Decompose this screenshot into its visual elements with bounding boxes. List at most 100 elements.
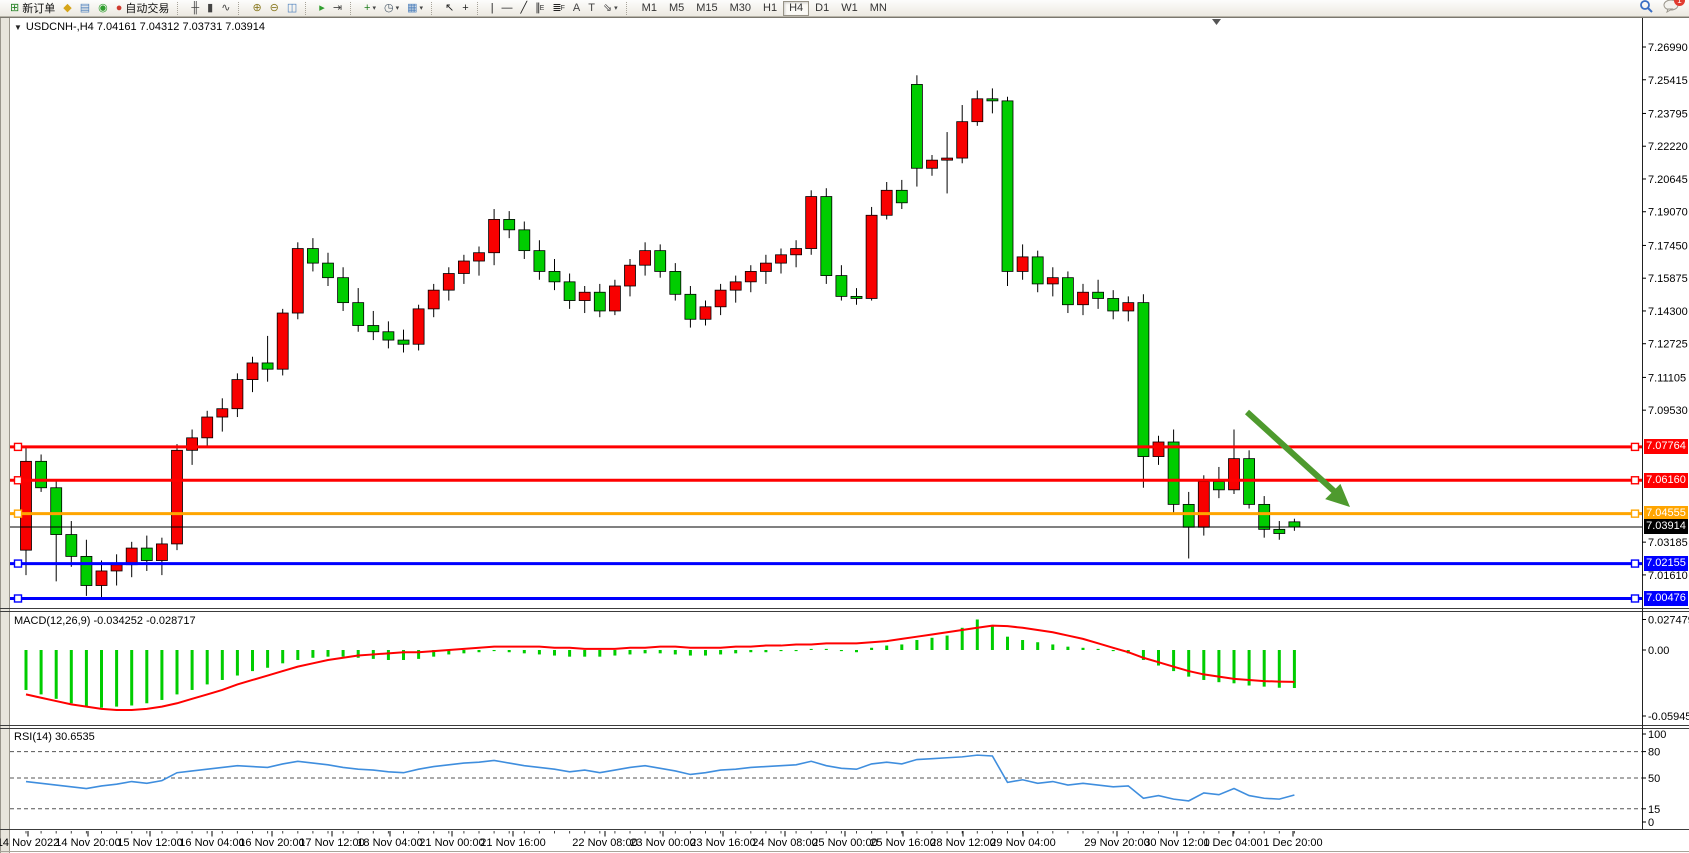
macd-histogram-bar: [583, 650, 587, 657]
candlestick: [1197, 481, 1210, 528]
line-chart-icon: ∿: [221, 1, 231, 14]
candlestick: [941, 157, 953, 161]
vertical-line-button[interactable]: |: [487, 1, 498, 16]
horizontal-line-button[interactable]: —: [498, 1, 517, 16]
line-handle[interactable]: [1630, 442, 1640, 452]
candlestick: [382, 331, 395, 341]
candlestick: [488, 219, 501, 254]
line-handle[interactable]: [13, 476, 23, 485]
timeframe-h4-button[interactable]: H4: [783, 0, 810, 16]
autotrading-button[interactable]: ● 自动交易: [112, 1, 174, 16]
candlestick: [1258, 503, 1271, 530]
macd-histogram-bar: [54, 650, 58, 699]
macd-histogram-bar: [628, 650, 632, 655]
zoom-in-button[interactable]: ⊕: [248, 1, 265, 16]
chart-shift-marker[interactable]: [1212, 19, 1221, 25]
macd-histogram-bar: [975, 619, 979, 650]
arrow-annotation-head[interactable]: [1325, 483, 1350, 507]
fibonacci-button[interactable]: ≣ F: [548, 1, 569, 16]
candlestick: [306, 248, 319, 264]
auto-scroll-icon: ▸: [319, 1, 325, 14]
candlestick: [1077, 291, 1089, 306]
line-handle[interactable]: [13, 509, 23, 518]
timeframe-m5-button[interactable]: M5: [663, 1, 690, 16]
candlestick: [971, 98, 984, 123]
candlestick: [1046, 277, 1059, 285]
timeframe-m15-button[interactable]: M15: [690, 1, 723, 16]
timeframe-d1-button[interactable]: D1: [809, 1, 835, 16]
window-left-frame: [0, 17, 10, 853]
text-label-button[interactable]: T: [584, 1, 599, 16]
navigator-button[interactable]: ◉: [94, 1, 112, 16]
line-handle[interactable]: [1630, 476, 1640, 485]
line-handle[interactable]: [1630, 594, 1640, 603]
auto-scroll-button[interactable]: ▸: [315, 1, 329, 16]
line-handle[interactable]: [13, 559, 23, 568]
time-axis-label: 1 Dec 20:00: [1263, 837, 1322, 849]
candlestick: [654, 250, 667, 272]
candlestick: [1167, 441, 1180, 505]
candlestick: [699, 306, 712, 320]
text-button[interactable]: A: [569, 1, 584, 16]
trendline-button[interactable]: ╱: [517, 1, 532, 16]
bar-chart-button[interactable]: ╫: [187, 1, 203, 16]
indicators-button[interactable]: + ▾: [360, 1, 380, 16]
data-window-button[interactable]: ▤: [76, 1, 94, 16]
crosshair-button[interactable]: +: [458, 1, 472, 16]
timeframe-w1-button[interactable]: W1: [835, 1, 864, 16]
chart-shift-button[interactable]: ⇥: [329, 1, 346, 16]
candlestick-chart-button[interactable]: ▮: [203, 1, 217, 16]
candlestick-series: [20, 75, 1301, 598]
candlestick: [171, 449, 183, 545]
macd-histogram-bar: [24, 650, 28, 690]
market-watch-button[interactable]: ◆: [59, 1, 75, 16]
candlestick: [397, 339, 410, 345]
macd-histogram-bar: [477, 650, 481, 653]
candlestick: [880, 189, 893, 216]
arrows-tool-button[interactable]: ⇘ ▾: [599, 1, 622, 16]
axis-tick-label: 15: [1648, 804, 1660, 816]
periods-button[interactable]: ◷ ▾: [380, 1, 403, 16]
horizontal-line-icon: —: [501, 1, 513, 14]
time-axis-label: 1 Dec 04:00: [1203, 837, 1262, 849]
rsi-indicator-label: RSI(14) 30.6535: [14, 731, 95, 743]
line-handle[interactable]: [13, 594, 23, 603]
candlestick: [986, 98, 999, 102]
arrow-annotation[interactable]: [1244, 409, 1338, 495]
cursor-icon: ↖: [445, 1, 455, 14]
macd-histogram-bar: [1232, 650, 1236, 684]
candlestick: [322, 262, 334, 279]
macd-histogram-bar: [205, 650, 209, 685]
macd-histogram-bar: [1141, 650, 1145, 660]
line-handle[interactable]: [1630, 559, 1640, 568]
chat-icon[interactable]: 1: [1663, 0, 1685, 18]
axis-tick-label: 0.027479: [1648, 614, 1689, 626]
zoom-out-button[interactable]: ⊖: [266, 1, 283, 16]
timeframe-m30-button[interactable]: M30: [724, 1, 757, 16]
macd-histogram-bar: [84, 650, 88, 707]
line-handle[interactable]: [1630, 509, 1640, 518]
line-chart-button[interactable]: ∿: [217, 1, 234, 16]
search-icon[interactable]: [1639, 0, 1653, 18]
equidistant-channel-button[interactable]: ∥ E: [531, 1, 548, 16]
timeframe-m1-button[interactable]: M1: [636, 1, 663, 16]
timeframe-h1-button[interactable]: H1: [757, 1, 783, 16]
cursor-button[interactable]: ↖: [441, 1, 458, 16]
templates-button[interactable]: ▦ ▾: [403, 1, 427, 16]
candlestick: [1001, 100, 1014, 272]
notification-badge: 1: [1674, 0, 1685, 6]
templates-icon: ▦: [407, 1, 418, 14]
macd-histogram-bar: [220, 650, 224, 680]
macd-histogram-bar: [643, 650, 647, 654]
chart-title-toggle-icon[interactable]: ▼: [14, 23, 22, 32]
line-handle[interactable]: [13, 442, 23, 452]
timeframe-mn-button[interactable]: MN: [864, 1, 893, 16]
time-axis-label: 23 Nov 16:00: [690, 837, 755, 849]
text-icon: A: [572, 1, 581, 14]
axis-tick-label: 7.23795: [1648, 108, 1688, 120]
new-order-button[interactable]: ⊞ 新订单: [6, 1, 59, 16]
periods-icon: ◷: [383, 1, 394, 14]
macd-histogram-bar: [1066, 646, 1070, 650]
tile-windows-button[interactable]: ◫: [283, 1, 301, 16]
